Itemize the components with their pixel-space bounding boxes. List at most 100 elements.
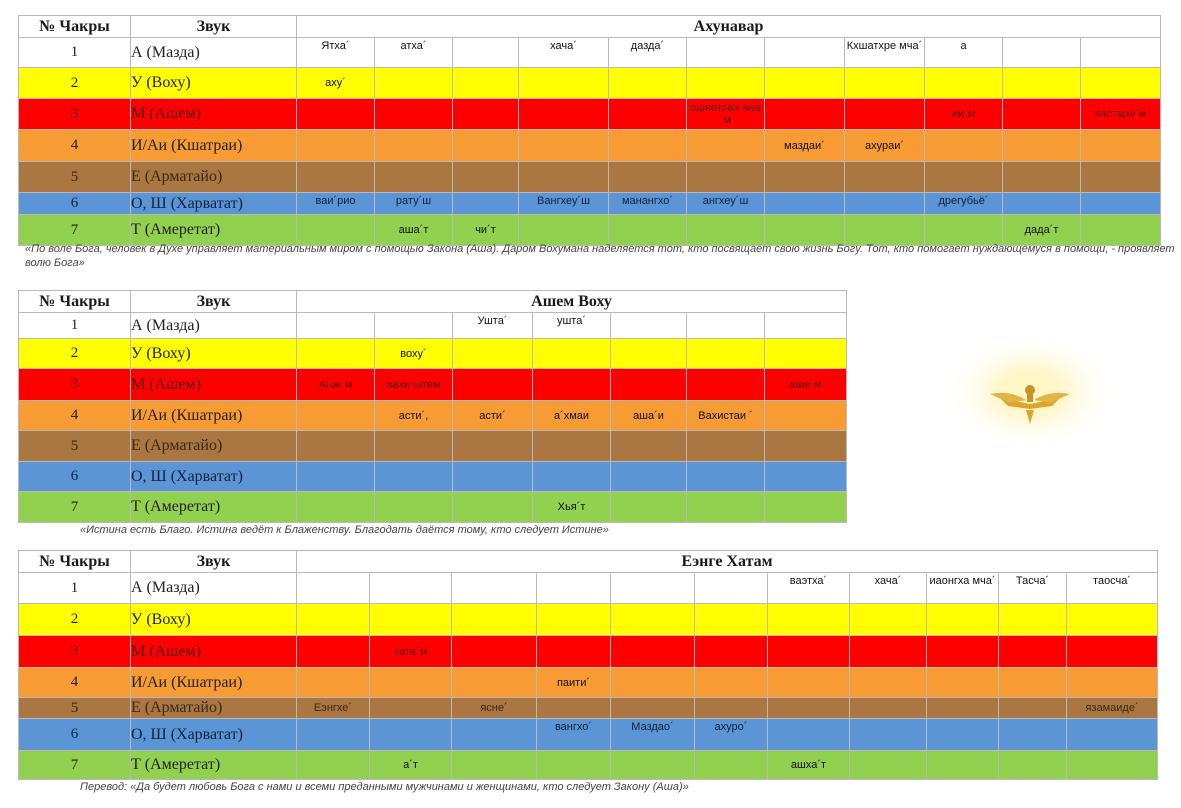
faravahar-icon	[942, 332, 1118, 452]
syllable-cell	[610, 667, 695, 698]
syllable-cell	[452, 98, 519, 130]
syllable-cell	[452, 368, 533, 401]
chakra-row-6: 6 О, Ш (Харватат)	[18, 461, 848, 492]
syllable-cell	[998, 635, 1067, 668]
table-title: Ашем Воху	[295, 290, 848, 313]
syllable-cell	[296, 750, 370, 780]
syllable-cell: ваи´рио	[296, 192, 375, 215]
syllable-cell	[451, 572, 537, 604]
syllable-cell	[924, 129, 1003, 162]
chakra-number: 6	[18, 192, 131, 215]
syllable-cell	[763, 491, 848, 523]
chakra-sound: У (Воху)	[130, 338, 297, 369]
syllable-cell	[844, 192, 925, 215]
syllable-cell	[694, 697, 768, 719]
syllable-cell	[686, 461, 765, 492]
syllable-cell: Еэнгхе´	[296, 697, 370, 719]
syllable-cell	[1065, 667, 1159, 698]
chakra-sound: О, Ш (Харватат)	[130, 192, 297, 215]
syllable-cell: Вахистаи ´	[686, 400, 765, 431]
syllable-cell	[608, 67, 687, 99]
syllable-cell	[924, 214, 1003, 246]
chakra-sound: А (Мазда)	[130, 312, 297, 339]
syllable-cell	[844, 161, 925, 193]
syllable-cell	[532, 368, 611, 401]
syllable-cell	[296, 461, 375, 492]
syllable-cell	[767, 603, 850, 636]
chakra-number: 2	[18, 603, 131, 636]
syllable-cell: дазда´	[608, 37, 687, 68]
syllable-cell	[518, 129, 609, 162]
syllable-cell	[998, 603, 1067, 636]
syllable-cell	[763, 430, 848, 462]
syllable-cell: а	[924, 37, 1003, 68]
syllable-cell	[452, 161, 519, 193]
syllable-cell	[374, 491, 453, 523]
syllable-cell: а´т	[369, 750, 452, 780]
syllable-cell	[1079, 192, 1162, 215]
chakra-sound: М (Ашем)	[130, 368, 297, 401]
syllable-cell	[518, 67, 609, 99]
syllable-cell	[1079, 129, 1162, 162]
syllable-cell	[1002, 98, 1081, 130]
syllable-cell	[296, 603, 370, 636]
header-chakra-number: № Чакры	[18, 290, 131, 313]
syllable-cell	[844, 214, 925, 246]
syllable-cell	[849, 697, 927, 719]
syllable-cell	[924, 161, 1003, 193]
syllable-cell	[767, 635, 850, 668]
chakra-sound: У (Воху)	[130, 603, 297, 636]
syllable-cell	[1002, 129, 1081, 162]
syllable-cell	[849, 718, 927, 751]
syllable-cell	[296, 430, 375, 462]
syllable-cell	[536, 750, 611, 780]
syllable-cell	[686, 312, 765, 339]
chakra-sound: И/Аи (Кшатраи)	[130, 129, 297, 162]
syllable-cell	[296, 161, 375, 193]
syllable-cell: хача´	[518, 37, 609, 68]
syllable-cell	[1002, 37, 1081, 68]
syllable-cell	[610, 338, 687, 369]
syllable-cell: рату´ш	[374, 192, 453, 215]
chakra-number: 6	[18, 718, 131, 751]
syllable-cell	[452, 37, 519, 68]
syllable-cell: хата´м	[369, 635, 452, 668]
syllable-cell	[452, 338, 533, 369]
syllable-cell	[608, 214, 687, 246]
syllable-cell	[764, 37, 845, 68]
syllable-cell	[452, 67, 519, 99]
chakra-sound: И/Аи (Кшатраи)	[130, 400, 297, 431]
chakra-number: 5	[18, 161, 131, 193]
syllable-cell	[1079, 161, 1162, 193]
syllable-cell	[296, 667, 370, 698]
chakra-sound: А (Мазда)	[130, 572, 297, 604]
chakra-sound: Е (Арматайо)	[130, 161, 297, 193]
syllable-cell	[998, 697, 1067, 719]
chakra-number: 3	[18, 368, 131, 401]
chakra-sound: Е (Арматайо)	[130, 430, 297, 462]
header-chakra-number: № Чакры	[18, 15, 131, 38]
syllable-cell	[1065, 603, 1159, 636]
syllable-cell	[694, 572, 768, 604]
syllable-cell	[686, 491, 765, 523]
syllable-cell	[926, 697, 999, 719]
chakra-number: 4	[18, 400, 131, 431]
syllable-cell	[452, 461, 533, 492]
header-sound: Звук	[130, 290, 297, 313]
syllable-cell: чи´т	[452, 214, 519, 246]
syllable-cell: иаонгха мча´	[926, 572, 999, 604]
syllable-cell	[849, 667, 927, 698]
chakra-number: 1	[18, 312, 131, 339]
syllable-cell	[369, 718, 452, 751]
chakra-sound: Т (Амеретат)	[130, 214, 297, 246]
syllable-cell	[532, 338, 611, 369]
syllable-cell	[296, 718, 370, 751]
syllable-cell	[694, 603, 768, 636]
